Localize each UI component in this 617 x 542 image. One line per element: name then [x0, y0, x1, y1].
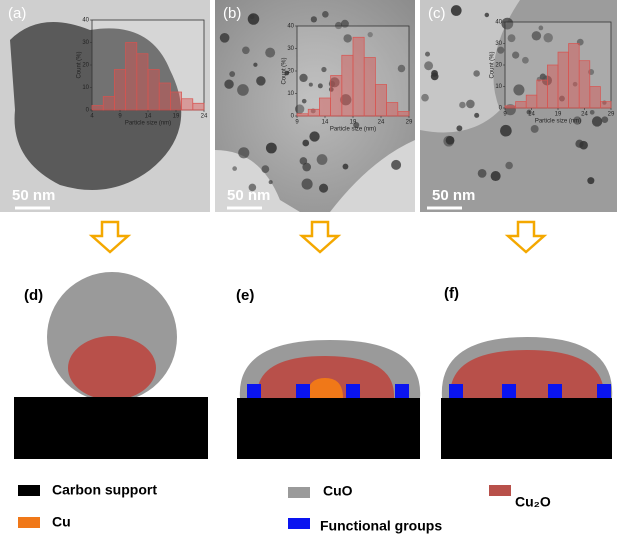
panel-label: (c): [428, 5, 446, 22]
cu2o-core: [68, 336, 156, 400]
legend-label: CuO: [323, 483, 353, 499]
schematic-label: (f): [444, 285, 459, 302]
y-tick-label: 30: [82, 40, 89, 46]
schematic-e: [237, 340, 420, 459]
histogram-bar: [148, 70, 159, 111]
legend-label: Functional groups: [320, 518, 442, 534]
histogram-bar: [170, 92, 181, 110]
x-tick-label: 14: [145, 114, 152, 120]
y-axis-label: Count (%): [77, 51, 83, 78]
legend-swatch: [18, 485, 40, 496]
scale-bar-label: 50 nm: [227, 187, 270, 204]
histogram-bar: [297, 114, 308, 116]
histogram-bar: [375, 85, 386, 117]
y-tick-label: 10: [495, 84, 502, 90]
panel-label: (b): [223, 5, 241, 22]
y-tick-label: 40: [495, 20, 502, 26]
histogram-bar: [137, 54, 148, 110]
legend-swatch: [18, 517, 40, 528]
x-tick-label: 14: [528, 112, 535, 118]
carbon-support: [441, 398, 612, 459]
x-tick-label: 29: [608, 112, 615, 118]
histogram-bar: [182, 99, 193, 110]
x-tick-label: 24: [581, 112, 588, 118]
arrows: [92, 222, 544, 252]
arrow: [508, 222, 544, 252]
histogram-bar: [558, 52, 569, 108]
y-tick-label: 10: [287, 91, 294, 97]
histogram-bar: [159, 83, 170, 110]
y-tick-label: 40: [82, 18, 89, 24]
histogram-bar: [331, 76, 342, 117]
histogram-bar: [353, 37, 364, 116]
histogram-bar: [193, 103, 204, 110]
carbon-support: [237, 398, 420, 459]
histogram-bar: [92, 106, 103, 111]
legend-label: Cu: [52, 514, 71, 530]
histogram-bar: [342, 55, 353, 116]
histogram-bar: [114, 70, 125, 111]
histogram-bar: [516, 102, 527, 108]
y-tick-label: 20: [495, 63, 502, 69]
x-tick-label: 24: [201, 114, 208, 120]
arrow: [92, 222, 128, 252]
y-tick-label: 20: [82, 63, 89, 69]
y-tick-label: 10: [82, 85, 89, 91]
x-axis-label: Particle size (nm): [330, 127, 376, 133]
figure: (a)50 nm49141924010203040Particle size (…: [0, 0, 617, 537]
scale-bar-label: 50 nm: [12, 187, 55, 204]
histogram-bar: [547, 65, 558, 108]
legend-label: Carbon support: [52, 482, 157, 498]
schematic-label: (d): [24, 287, 43, 304]
y-tick-label: 20: [287, 69, 294, 75]
x-tick-label: 29: [406, 120, 413, 126]
histogram-bar: [569, 44, 580, 109]
legend-swatch: [288, 518, 310, 529]
panel-label: (a): [8, 5, 26, 22]
histogram-bar: [537, 80, 548, 108]
y-axis-label: Count (%): [490, 51, 496, 78]
y-tick-label: 30: [495, 41, 502, 47]
x-tick-label: 19: [350, 120, 357, 126]
histogram-bar: [398, 112, 409, 117]
schematic-f: [441, 337, 612, 459]
histogram-bar: [579, 61, 590, 108]
histogram-bar: [319, 98, 330, 116]
x-tick-label: 14: [322, 120, 329, 126]
y-axis-label: Count (%): [282, 57, 288, 84]
carbon-support: [14, 397, 208, 459]
histogram-bar: [526, 95, 537, 108]
histogram-bar: [600, 102, 611, 108]
histogram-bar: [505, 106, 516, 108]
histogram-bar: [364, 58, 375, 117]
histogram-bar: [387, 103, 398, 117]
x-axis-label: Particle size (nm): [535, 119, 581, 125]
histogram-bar: [590, 87, 601, 109]
histogram-bar: [308, 109, 319, 116]
scale-bar-label: 50 nm: [432, 187, 475, 204]
x-tick-label: 19: [555, 112, 562, 118]
arrow: [302, 222, 338, 252]
histogram-bar: [103, 97, 114, 111]
legend-swatch: [489, 485, 511, 496]
schematic-label: (e): [236, 287, 254, 304]
histogram-bar: [126, 43, 137, 111]
legend-swatch: [288, 487, 310, 498]
y-tick-label: 40: [287, 24, 294, 30]
x-tick-label: 19: [173, 114, 180, 120]
x-axis-label: Particle size (nm): [125, 121, 171, 127]
legend-label: Cu₂O: [515, 494, 551, 510]
x-tick-label: 24: [378, 120, 385, 126]
y-tick-label: 30: [287, 46, 294, 52]
